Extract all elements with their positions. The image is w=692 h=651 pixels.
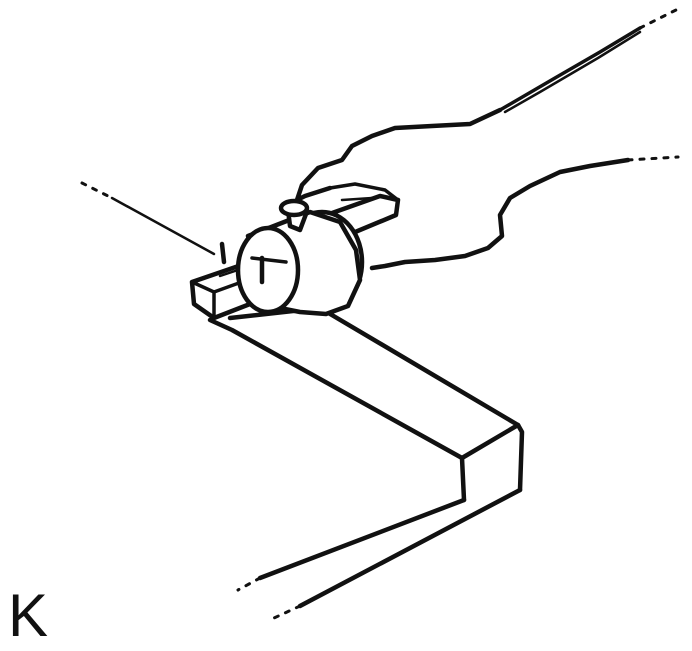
square-tool bbox=[207, 305, 525, 620]
gauge-head bbox=[235, 198, 365, 317]
sleeve-lines bbox=[498, 8, 680, 162]
pointer-line bbox=[80, 181, 216, 256]
figure-label: K bbox=[8, 582, 49, 649]
